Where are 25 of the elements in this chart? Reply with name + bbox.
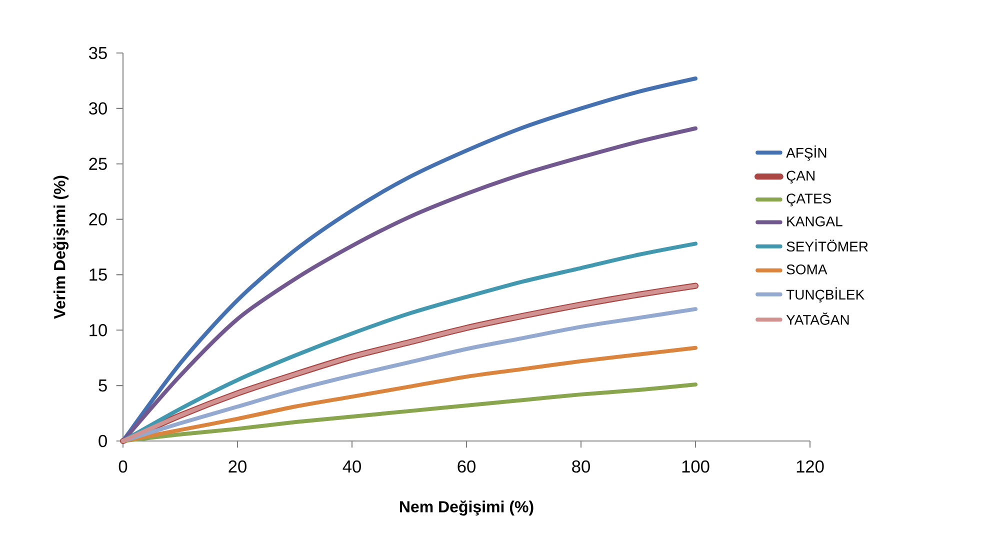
y-tick-label: 15 [90,268,107,281]
x-tick-label: 40 [342,460,361,473]
legend-label: KANGAL [787,216,842,226]
legend-label: TUNÇBİLEK [786,287,864,302]
y-tick-label: 20 [89,213,107,226]
legend-label: SEYİTÖMER [786,239,868,252]
y-tick-label: 5 [98,380,107,392]
y-tick-label: 30 [89,102,107,115]
x-tick-label: 20 [228,460,246,473]
x-tick-label: 100 [682,460,710,473]
legend-label: AFŞİN [786,146,826,161]
y-axis-title: Verim Değişimi (%) [53,176,69,319]
x-tick-label: 120 [796,460,824,473]
y-tick-label: 10 [90,324,107,336]
legend-label: ÇATES [786,194,832,206]
y-tick-label: 0 [98,434,107,448]
y-tick-label: 25 [89,158,107,170]
legend-label: YATAĞAN [786,312,849,325]
x-tick-label: 60 [458,460,476,473]
legend-label: ÇAN [786,170,814,184]
y-tick-label: 35 [89,46,107,60]
x-tick-label: 80 [572,460,590,473]
legend-label: SOMA [786,264,828,274]
x-tick-label: 0 [118,460,128,473]
x-axis-title: Nem Değişimi (%) [400,500,534,516]
